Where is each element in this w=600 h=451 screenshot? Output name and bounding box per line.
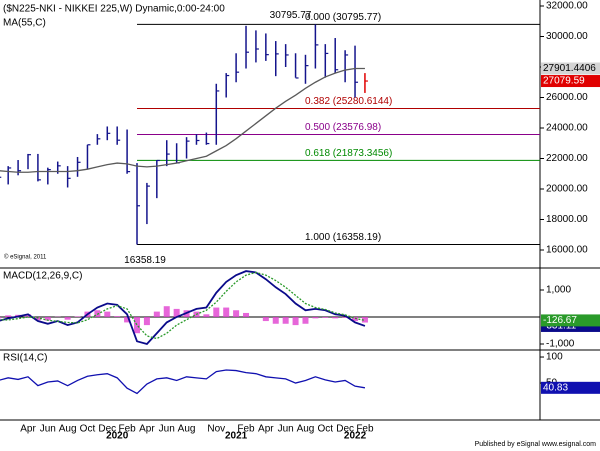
y-tick-label: 20000.00 xyxy=(546,184,588,195)
y-tick-label: -1,000 xyxy=(546,339,575,350)
value-box-label: -126.67 xyxy=(543,315,577,326)
trough-annotation: 16358.19 xyxy=(124,255,166,266)
value-box xyxy=(541,381,600,394)
rsi-title: RSI(14,C) xyxy=(3,353,47,364)
histogram-bar xyxy=(5,315,12,318)
histogram-bar xyxy=(361,317,368,323)
histogram-bar xyxy=(292,317,299,326)
ma-legend: MA(55,C) xyxy=(3,18,46,29)
value-box xyxy=(541,75,600,88)
chart-title: ($N225-NKI - NIKKEI 225,W) Dynamic,0:00-… xyxy=(3,4,225,15)
rsi-line xyxy=(0,369,366,395)
y-tick-label: 18000.00 xyxy=(546,214,588,225)
histogram-bar xyxy=(74,316,81,318)
y-tick-label: 16000.00 xyxy=(546,245,588,256)
histogram-bar xyxy=(312,317,319,319)
fib-label: 1.000 (16358.19) xyxy=(305,232,381,243)
copyright: © eSignal, 2011 xyxy=(4,254,47,261)
peak-annotation: 30795.77 xyxy=(270,10,312,21)
macd-line xyxy=(0,271,366,340)
histogram-bar xyxy=(342,317,349,318)
value-box xyxy=(541,314,600,327)
y-tick-label: 24000.00 xyxy=(546,123,588,134)
x-tick-label: Aug xyxy=(297,424,315,435)
x-tick-label: Aug xyxy=(178,424,196,435)
histogram-bar xyxy=(143,317,150,326)
histogram-bar xyxy=(223,307,230,318)
histogram-bar xyxy=(25,314,31,318)
x-tick-label: Dec xyxy=(336,424,354,435)
fib-label: 0.000 (30795.77) xyxy=(305,12,381,23)
value-box-label: 40.83 xyxy=(543,382,568,393)
histogram-bar xyxy=(134,317,141,334)
histogram-bar xyxy=(243,312,250,318)
x-tick-label: Feb xyxy=(356,424,374,435)
x-tick-label: Feb xyxy=(237,424,255,435)
ma-line xyxy=(0,67,365,173)
histogram-bar xyxy=(302,317,309,324)
fib-label: 0.382 (25280.6144) xyxy=(305,96,392,107)
x-tick-label: Apr xyxy=(20,424,36,435)
histogram-bar xyxy=(0,317,2,319)
y-tick-label: 1,000 xyxy=(546,285,571,296)
macd-line xyxy=(0,270,366,346)
histogram-bar xyxy=(173,308,180,318)
x-tick-label: Oct xyxy=(80,424,96,435)
value-box xyxy=(541,62,600,75)
x-tick-label: Aug xyxy=(59,424,77,435)
x-tick-label: Oct xyxy=(318,424,334,435)
histogram-bar xyxy=(163,306,170,318)
macd-title: MACD(12,26,9,C) xyxy=(3,271,82,282)
histogram-bar xyxy=(233,310,240,318)
x-tick-label: Feb xyxy=(118,424,136,435)
x-year-label: 2020 xyxy=(106,431,129,442)
y-tick-label: 100 xyxy=(546,352,563,363)
x-tick-label: Apr xyxy=(258,424,274,435)
histogram-bar xyxy=(332,317,339,319)
histogram-bar xyxy=(322,317,329,318)
histogram-bar xyxy=(64,317,71,320)
histogram-bar xyxy=(114,316,121,318)
y-tick-label: 26000.00 xyxy=(546,92,588,103)
footer: Published by eSignal www.esignal.com xyxy=(475,441,597,448)
y-tick-label: 30000.00 xyxy=(546,31,588,42)
x-tick-label: Jun xyxy=(159,424,175,435)
histogram-bar xyxy=(262,317,269,322)
y-tick-label: 32000.00 xyxy=(546,1,588,12)
histogram-bar xyxy=(213,307,220,318)
x-year-label: 2022 xyxy=(344,431,367,442)
histogram-bar xyxy=(124,317,131,323)
histogram-bar xyxy=(352,317,359,322)
fib-label: 0.500 (23576.98) xyxy=(305,122,381,133)
x-tick-label: Apr xyxy=(139,424,155,435)
x-tick-label: Dec xyxy=(98,424,116,435)
x-tick-label: Nov xyxy=(207,424,225,435)
histogram-bar xyxy=(153,311,160,318)
value-box-label: 27079.59 xyxy=(543,76,585,87)
fib-label: 0.618 (21873.3456) xyxy=(305,148,392,159)
histogram-bar xyxy=(282,317,289,324)
histogram-bar xyxy=(44,317,51,321)
histogram-bar xyxy=(203,314,210,318)
histogram-bar xyxy=(104,311,111,318)
value-box-label: 27901.4406 xyxy=(543,63,596,74)
histogram-bar xyxy=(272,317,279,324)
x-year-label: 2021 xyxy=(225,431,248,442)
x-tick-label: Jun xyxy=(278,424,294,435)
y-tick-label: 22000.00 xyxy=(546,153,588,164)
x-tick-label: Jun xyxy=(40,424,56,435)
histogram-bar xyxy=(34,317,41,321)
